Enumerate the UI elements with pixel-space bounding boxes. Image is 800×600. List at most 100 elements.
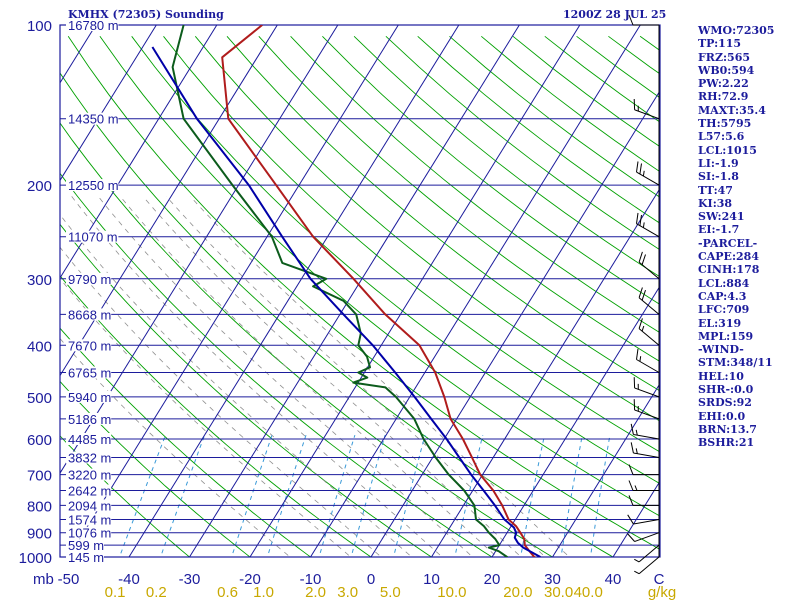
sounding-index-item: LI:-1.9 — [698, 156, 739, 170]
dry-adiabat-line — [385, 35, 660, 251]
dry-adiabat-line — [60, 172, 493, 557]
temperature-tick-label: 0 — [367, 571, 375, 588]
height-label-background — [66, 451, 112, 464]
mixing-ratio-line — [454, 434, 484, 557]
height-label: 6765 m — [68, 366, 111, 381]
sounding-index-item: HEL:10 — [698, 369, 744, 383]
mixing-ratio-line — [520, 434, 545, 557]
sounding-index-item: MAXT:35.4 — [698, 103, 766, 117]
temperature-tick-label: 30 — [544, 571, 561, 588]
height-label-background — [66, 551, 104, 563]
sounding-index-item: -WIND- — [698, 343, 744, 357]
mixing-ratio-label: 2.0 — [305, 584, 326, 600]
sounding-index-item: EI:-1.7 — [698, 223, 740, 237]
wind-barb — [628, 14, 659, 26]
isotherm-line — [491, 285, 660, 557]
height-label: 1574 m — [68, 513, 111, 528]
mixing-ratio-label: g/kg — [648, 584, 676, 600]
height-label: 599 m — [68, 538, 104, 553]
dry-adiabat-line — [60, 275, 372, 557]
pressure-tick-label: 100 — [27, 18, 52, 35]
mixing-ratio-line — [318, 434, 356, 557]
wind-barb — [630, 442, 660, 458]
parcel-trace — [151, 46, 541, 557]
sounding-index-item: LFC:709 — [698, 303, 750, 317]
sounding-index-item: BRN:13.7 — [698, 422, 757, 436]
sounding-index-item: CAPE:284 — [698, 250, 759, 264]
height-label: 14350 m — [68, 112, 119, 127]
height-label-background — [66, 390, 112, 403]
mixing-ratio-line — [266, 434, 307, 557]
isotherm-line — [128, 25, 460, 557]
chart-subtitle: 1200Z 28 JUL 25 — [563, 8, 667, 21]
wind-barb — [636, 212, 660, 238]
mixing-ratio-label: 0.6 — [217, 584, 238, 600]
dry-adiabat-line — [60, 122, 554, 557]
chart-title: KMHX (72305) Sounding — [68, 8, 224, 21]
mixing-ratio-line — [589, 435, 611, 557]
sounding-index-item: CAP:4.3 — [698, 289, 747, 303]
sounding-index-item: TH:5795 — [698, 117, 752, 131]
sounding-traces — [151, 25, 541, 557]
moist-adiabat-line — [60, 337, 291, 557]
mixing-ratio-label: 5.0 — [380, 584, 401, 600]
wind-barb — [636, 348, 660, 373]
mixing-ratio-label: 0.2 — [146, 584, 167, 600]
height-label: 3832 m — [68, 451, 111, 466]
dry-adiabat-line — [194, 36, 660, 422]
moist-adiabat-line — [142, 196, 522, 557]
sounding-index-item: -PARCEL- — [698, 236, 758, 250]
dry-adiabat-line — [60, 327, 312, 557]
mixing-ratio-label: 20.0 — [503, 584, 532, 600]
dry-adiabat-line — [67, 36, 660, 551]
height-label: 16780 m — [68, 18, 119, 33]
sounding-index-item: MPL:159 — [698, 329, 754, 343]
pressure-tick-label: 1000 — [19, 550, 52, 567]
wind-barb — [633, 98, 660, 120]
dry-adiabat-line — [290, 35, 660, 334]
wind-barb — [634, 556, 660, 575]
height-label: 9790 m — [68, 272, 111, 287]
plot-frame — [59, 24, 661, 558]
isotherm-line — [60, 25, 218, 279]
height-label: 7670 m — [68, 338, 111, 353]
isotherm-line — [551, 382, 660, 557]
wind-barb — [638, 287, 660, 315]
wind-barb — [627, 514, 660, 525]
height-label-background — [66, 499, 112, 512]
height-label-background — [66, 433, 112, 445]
height-label-background — [66, 308, 112, 321]
mixing-ratio-label: 10.0 — [437, 584, 466, 600]
temperature-trace — [221, 25, 536, 557]
sounding-index-item: SW:241 — [698, 210, 745, 224]
dry-adiabat-line — [353, 35, 660, 278]
wind-barb — [633, 377, 660, 398]
isotherm-line — [249, 25, 581, 557]
mixing-ratio-line — [392, 434, 426, 557]
sounding-index-item: PW:2.22 — [698, 77, 749, 91]
sounding-index-item: TT:47 — [698, 183, 733, 197]
isotherm-line — [60, 25, 157, 182]
sounding-index-item: LCL:1015 — [698, 143, 757, 157]
temperature-tick-label: 40 — [605, 571, 622, 588]
pressure-tick-label: 700 — [27, 468, 52, 485]
temperature-tick-label: 20 — [484, 571, 501, 588]
dry-adiabat-line — [60, 435, 191, 557]
x-axis-unit-label: C — [654, 571, 665, 588]
height-label: 12550 m — [68, 178, 119, 193]
sounding-index-item: WB0:594 — [698, 63, 755, 77]
sounding-index-item: WMO:72305 — [698, 24, 775, 37]
sounding-index-item: SHR-:0.0 — [698, 383, 754, 397]
sounding-index-item: SI:-1.8 — [698, 170, 739, 184]
temperature-tick-label: -20 — [239, 571, 261, 588]
pressure-tick-label: 500 — [27, 390, 52, 407]
height-label-background — [66, 179, 119, 192]
height-label: 4485 m — [68, 432, 111, 447]
pressure-tick-label: 200 — [27, 178, 52, 195]
height-label-background — [66, 19, 119, 31]
dry-adiabat-line — [226, 36, 660, 392]
sounding-index-item: EL:319 — [698, 316, 742, 330]
sounding-index-item: TP:115 — [698, 37, 742, 51]
